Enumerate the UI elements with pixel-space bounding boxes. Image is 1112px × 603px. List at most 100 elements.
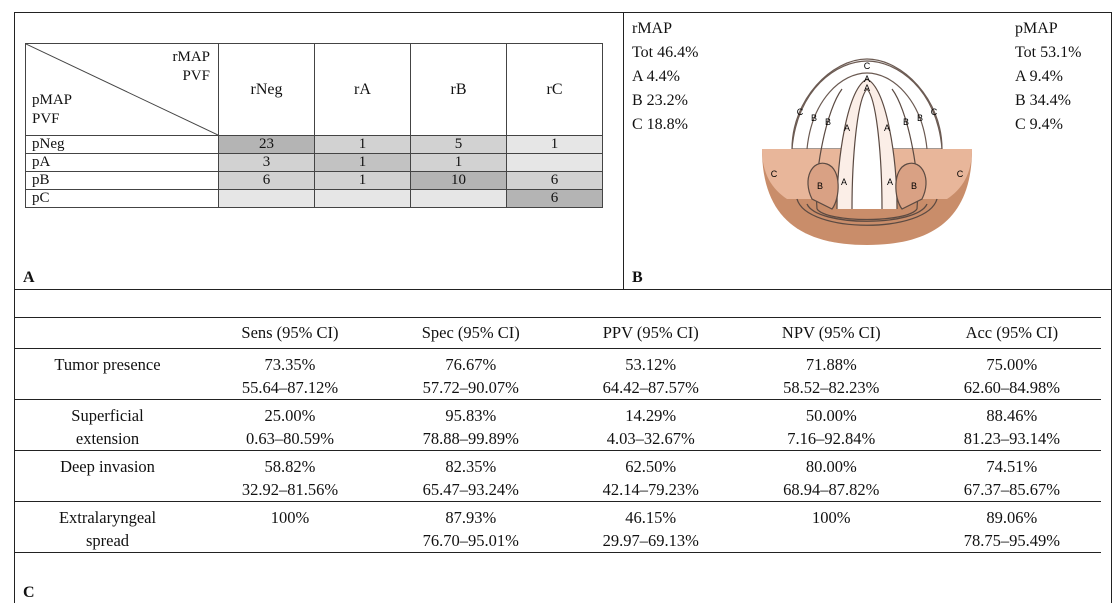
matrix-cell [506, 153, 603, 172]
matrix-cell: 1 [314, 135, 411, 154]
table-row: Extralaryngeal 100% 87.93% 46.15% 100% 8… [15, 502, 1101, 530]
matrix-row: pB 6 1 10 6 [25, 171, 603, 190]
col-header: Sens (95% CI) [200, 317, 380, 349]
diagram-letter: B [811, 113, 817, 123]
row-label-2: extension [15, 427, 200, 451]
matrix-cell: 23 [218, 135, 315, 154]
metric-value: 88.46% [986, 405, 1038, 425]
rmap-b: B 23.2% [632, 92, 688, 109]
metric-ci: 68.94–87.82% [739, 478, 923, 502]
diagram-letter: B [917, 113, 923, 123]
diagram-letter: B [817, 181, 823, 191]
diagram-letter: C [771, 169, 778, 179]
table-row: Deep invasion 58.82% 82.35% 62.50% 80.00… [15, 451, 1101, 479]
pmap-title: pMAP [1015, 20, 1058, 37]
metric-value: 62.50% [625, 456, 677, 476]
col-header: rC [506, 43, 603, 136]
performance-table: Sens (95% CI) Spec (95% CI) PPV (95% CI)… [15, 317, 1101, 553]
col-header [15, 317, 200, 349]
metric-ci: 42.14–79.23% [561, 478, 740, 502]
row-label: pNeg [25, 135, 219, 154]
metric-value: 87.93% [445, 507, 497, 527]
corner-pmap: pMAP [32, 92, 73, 108]
table-row-ci: 32.92–81.56% 65.47–93.24% 42.14–79.23% 6… [15, 478, 1101, 502]
matrix-row: pC 6 [25, 189, 603, 208]
rmap-title: rMAP [632, 20, 673, 37]
confusion-matrix: rMAP PVF pMAP PVF rNeg rA rB rC pNeg 23 … [25, 43, 603, 208]
metric-value: 95.83% [445, 405, 497, 425]
matrix-cell: 3 [218, 153, 315, 172]
diagram-letter: A [864, 83, 870, 93]
corner-bottom-label: pMAP PVF [32, 91, 72, 129]
metric-value: 46.15% [625, 507, 677, 527]
panel-c-label: C [23, 584, 35, 601]
rmap-c: C 18.8% [632, 116, 688, 133]
metric-ci: 32.92–81.56% [200, 478, 380, 502]
metric-ci: 64.42–87.57% [561, 376, 740, 400]
corner-top-label: rMAP PVF [172, 48, 210, 86]
row-label: Deep invasion [60, 456, 155, 476]
row-label: Extralaryngeal [58, 507, 157, 527]
metric-ci: 76.70–95.01% [379, 529, 562, 553]
row-label: Superficial [71, 405, 144, 425]
metric-value: 14.29% [625, 405, 677, 425]
diagram-letter: C [797, 107, 804, 117]
matrix-cell [410, 189, 507, 208]
diagram-letter: A [884, 123, 890, 133]
matrix-cell: 1 [506, 135, 603, 154]
matrix-cell: 6 [506, 189, 603, 208]
metric-value: 53.12% [625, 354, 677, 374]
panel-c: Sens (95% CI) Spec (95% CI) PPV (95% CI)… [14, 289, 1112, 603]
row-label: Tumor presence [54, 354, 161, 374]
metric-ci: 4.03–32.67% [561, 427, 740, 451]
col-header: rB [410, 43, 507, 136]
metric-value: 71.88% [805, 354, 857, 374]
table-row-ci: 55.64–87.12% 57.72–90.07% 64.42–87.57% 5… [15, 376, 1101, 400]
corner-diagonal [26, 44, 218, 135]
metric-ci: 0.63–80.59% [200, 427, 380, 451]
diagram-letter: B [911, 181, 917, 191]
metric-value: 58.82% [264, 456, 316, 476]
diagram-letter: A [887, 177, 893, 187]
metric-value: 80.00% [805, 456, 857, 476]
pmap-b: B 34.4% [1015, 92, 1071, 109]
panel-a-label: A [23, 269, 35, 286]
metric-value: 73.35% [264, 354, 316, 374]
row-label: pA [25, 153, 219, 172]
panel-b: rMAP Tot 46.4% A 4.4% B 23.2% C 18.8% pM… [623, 12, 1112, 290]
diagram-letter: A [864, 74, 870, 84]
table-row-ci: spread 76.70–95.01% 29.97–69.13% 78.75–9… [15, 529, 1101, 553]
matrix-cell: 1 [314, 171, 411, 190]
metric-ci: 29.97–69.13% [561, 529, 740, 553]
metric-ci: 55.64–87.12% [200, 376, 380, 400]
matrix-row: pA 3 1 1 [25, 153, 603, 172]
table-row-ci: extension 0.63–80.59% 78.88–99.89% 4.03–… [15, 427, 1101, 451]
metric-value: 100% [270, 507, 310, 527]
diagram-letter: C [957, 169, 964, 179]
metric-value: 50.00% [805, 405, 857, 425]
matrix-cell: 6 [218, 171, 315, 190]
row-label-2 [15, 376, 200, 400]
metric-ci: 81.23–93.14% [922, 427, 1101, 451]
metric-ci: 67.37–85.67% [922, 478, 1101, 502]
matrix-row: pNeg 23 1 5 1 [25, 135, 603, 154]
metric-ci: 58.52–82.23% [739, 376, 923, 400]
pmap-a: A 9.4% [1015, 68, 1063, 85]
col-header: PPV (95% CI) [561, 317, 740, 349]
metric-ci: 62.60–84.98% [922, 376, 1101, 400]
metric-value: 75.00% [986, 354, 1038, 374]
metric-ci: 78.88–99.89% [379, 427, 562, 451]
pmap-tot: Tot 53.1% [1015, 44, 1082, 61]
row-label: pC [25, 189, 219, 208]
pmap-c: C 9.4% [1015, 116, 1063, 133]
corner-rpvf: PVF [182, 68, 210, 84]
table-row: Tumor presence 73.35% 76.67% 53.12% 71.8… [15, 349, 1101, 377]
matrix-cell: 1 [410, 153, 507, 172]
larynx-diagram: C A A C B B C A A C B B C B B A A [762, 58, 972, 245]
metric-value: 100% [812, 507, 851, 527]
matrix-corner-cell: rMAP PVF pMAP PVF [25, 43, 219, 136]
metric-value: 74.51% [986, 456, 1038, 476]
metric-ci: 78.75–95.49% [922, 529, 1101, 553]
row-label: pB [25, 171, 219, 190]
col-header: Spec (95% CI) [379, 317, 562, 349]
